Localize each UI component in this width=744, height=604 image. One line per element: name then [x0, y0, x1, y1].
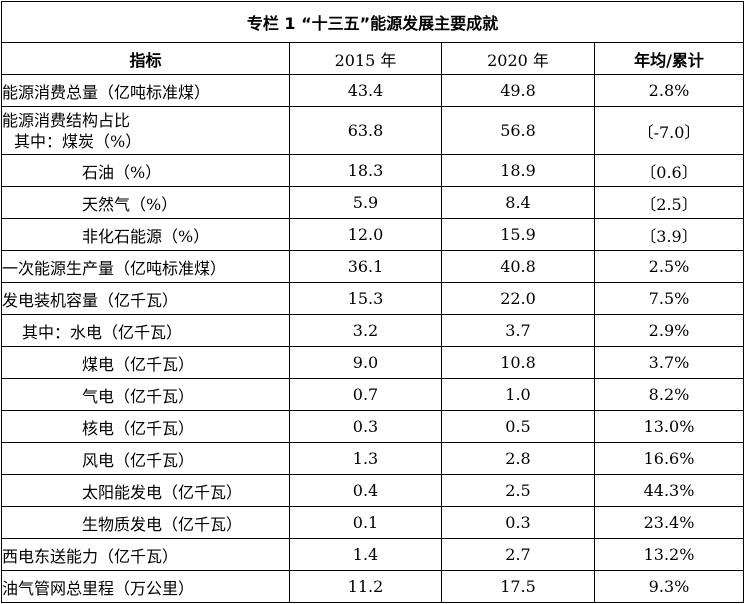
table-row: 太阳能发电（亿千瓦） 0.4 2.5 44.3% [1, 474, 744, 507]
value-2020: 18.9 [441, 154, 595, 187]
row-label: 非化石能源（%） [1, 218, 290, 251]
table-row: 油气管网总里程（万公里） 11.2 17.5 9.3% [1, 570, 744, 603]
value-2020: 8.4 [441, 186, 595, 219]
value-2015: 15.3 [289, 282, 442, 315]
value-change: 16.6% [594, 442, 744, 475]
header-row: 指标 2015 年 2020 年 年均/累计 [1, 42, 744, 75]
value-2015: 9.0 [289, 346, 442, 379]
row-label: 生物质发电（亿千瓦） [1, 506, 290, 539]
value-change: 23.4% [594, 506, 744, 539]
value-2020: 2.5 [441, 474, 595, 507]
value-2020: 0.3 [441, 506, 595, 539]
value-2020: 2.8 [441, 442, 595, 475]
value-2020: 56.8 [441, 106, 595, 155]
value-2015: 0.4 [289, 474, 442, 507]
table-row: 发电装机容量（亿千瓦） 15.3 22.0 7.5% [1, 282, 744, 315]
value-change: 8.2% [594, 378, 744, 411]
table-row: 核电（亿千瓦） 0.3 0.5 13.0% [1, 410, 744, 443]
value-change: 2.5% [594, 250, 744, 283]
table-row: 一次能源生产量（亿吨标准煤） 36.1 40.8 2.5% [1, 250, 744, 283]
value-2020: 22.0 [441, 282, 595, 315]
value-change: 2.9% [594, 314, 744, 347]
row-label: 石油（%） [1, 154, 290, 187]
value-2015: 43.4 [289, 74, 442, 107]
row-label: 气电（亿千瓦） [1, 378, 290, 411]
value-change: 9.3% [594, 570, 744, 603]
value-2015: 0.1 [289, 506, 442, 539]
table-row: 风电（亿千瓦） 1.3 2.8 16.6% [1, 442, 744, 475]
value-change: 〔2.5〕 [594, 186, 744, 219]
row-label: 风电（亿千瓦） [1, 442, 290, 475]
value-2015: 63.8 [289, 106, 442, 155]
value-2015: 5.9 [289, 186, 442, 219]
header-change: 年均/累计 [594, 42, 744, 75]
row-label: 太阳能发电（亿千瓦） [1, 474, 290, 507]
row-label-main: 能源消费结构占比 [2, 110, 131, 130]
row-label: 其中：水电（亿千瓦） [1, 314, 290, 347]
value-2015: 11.2 [289, 570, 442, 603]
table-row: 其中：水电（亿千瓦） 3.2 3.7 2.9% [1, 314, 744, 347]
value-change: 13.2% [594, 538, 744, 571]
row-label: 油气管网总里程（万公里） [1, 570, 290, 603]
value-2020: 49.8 [441, 74, 595, 107]
value-change: 〔0.6〕 [594, 154, 744, 187]
row-label-sub: 其中：煤炭（%） [14, 131, 142, 151]
value-2015: 1.3 [289, 442, 442, 475]
value-2015: 0.7 [289, 378, 442, 411]
value-2020: 40.8 [441, 250, 595, 283]
table-row: 非化石能源（%） 12.0 15.9 〔3.9〕 [1, 218, 744, 251]
value-2015: 3.2 [289, 314, 442, 347]
header-indicator: 指标 [1, 42, 290, 75]
value-2020: 10.8 [441, 346, 595, 379]
table-row: 煤电（亿千瓦） 9.0 10.8 3.7% [1, 346, 744, 379]
table-row: 生物质发电（亿千瓦） 0.1 0.3 23.4% [1, 506, 744, 539]
row-label: 能源消费结构占比 其中：煤炭（%） [1, 106, 290, 155]
row-label: 西电东送能力（亿千瓦） [1, 538, 290, 571]
table-title: 专栏 1 “十三五”能源发展主要成就 [1, 1, 744, 43]
table-row: 气电（亿千瓦） 0.7 1.0 8.2% [1, 378, 744, 411]
value-2020: 0.5 [441, 410, 595, 443]
value-2020: 17.5 [441, 570, 595, 603]
value-change: 3.7% [594, 346, 744, 379]
value-2015: 18.3 [289, 154, 442, 187]
row-label: 天然气（%） [1, 186, 290, 219]
value-change: 〔3.9〕 [594, 218, 744, 251]
value-change: 44.3% [594, 474, 744, 507]
value-change: 〔-7.0〕 [594, 106, 744, 155]
row-label: 发电装机容量（亿千瓦） [1, 282, 290, 315]
value-2020: 2.7 [441, 538, 595, 571]
value-change: 7.5% [594, 282, 744, 315]
value-change: 13.0% [594, 410, 744, 443]
value-change: 2.8% [594, 74, 744, 107]
value-2015: 1.4 [289, 538, 442, 571]
header-2020: 2020 年 [441, 42, 595, 75]
table-row: 石油（%） 18.3 18.9 〔0.6〕 [1, 154, 744, 187]
table-row: 西电东送能力（亿千瓦） 1.4 2.7 13.2% [1, 538, 744, 571]
row-label: 核电（亿千瓦） [1, 410, 290, 443]
row-label: 煤电（亿千瓦） [1, 346, 290, 379]
table-row: 天然气（%） 5.9 8.4 〔2.5〕 [1, 186, 744, 219]
table-row: 能源消费总量（亿吨标准煤） 43.4 49.8 2.8% [1, 74, 744, 107]
value-2015: 12.0 [289, 218, 442, 251]
value-2020: 1.0 [441, 378, 595, 411]
value-2020: 15.9 [441, 218, 595, 251]
value-2015: 0.3 [289, 410, 442, 443]
header-2015: 2015 年 [289, 42, 442, 75]
row-label: 能源消费总量（亿吨标准煤） [1, 74, 290, 107]
value-2020: 3.7 [441, 314, 595, 347]
row-label: 一次能源生产量（亿吨标准煤） [1, 250, 290, 283]
table-row: 能源消费结构占比 其中：煤炭（%） 63.8 56.8 〔-7.0〕 [1, 106, 744, 155]
value-2015: 36.1 [289, 250, 442, 283]
